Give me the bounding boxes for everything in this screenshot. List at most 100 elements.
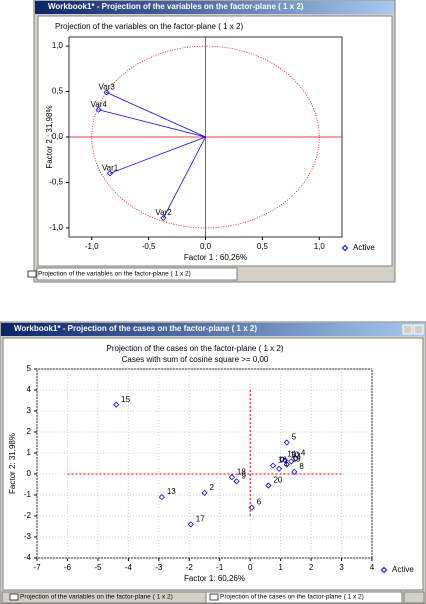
point <box>276 465 283 472</box>
y-tick-label: -4 <box>24 553 32 562</box>
x-tick-label: 1,0 <box>314 242 326 251</box>
x-tick-label: -5 <box>94 563 102 572</box>
point-label: 9 <box>241 471 246 480</box>
x-tick-label: 4 <box>370 563 375 572</box>
tab[interactable] <box>36 267 238 281</box>
point <box>113 401 120 408</box>
y-tick-label: 4 <box>27 385 32 394</box>
point <box>106 170 114 177</box>
x-axis-title: Factor 1: 60,26% <box>184 574 245 583</box>
point-label: 1 <box>284 459 289 468</box>
point <box>279 456 286 463</box>
tab-icon <box>209 593 219 601</box>
window-title: Workbook1* - Projection of the variables… <box>48 2 304 11</box>
point <box>201 489 208 496</box>
y-axis-title: Factor 2 : 31,98% <box>45 105 54 168</box>
title-bar <box>1 323 425 336</box>
x-tick-label: -6 <box>64 563 72 572</box>
tab[interactable] <box>205 591 403 604</box>
y-tick-label: 2 <box>27 427 32 436</box>
y-tick-label: 1,0 <box>52 41 64 50</box>
vector <box>109 136 206 174</box>
point-label: Var4 <box>91 100 108 109</box>
scroll-arrows[interactable] <box>403 591 425 604</box>
point-label: 19 <box>292 455 301 464</box>
title-bar <box>35 1 394 14</box>
x-tick-label: -0,5 <box>142 242 156 251</box>
vector <box>163 136 206 219</box>
point <box>269 462 277 469</box>
tab-icon <box>27 270 37 278</box>
point-label: 8 <box>299 462 304 471</box>
point <box>160 214 167 221</box>
point-label: 13 <box>167 487 176 496</box>
window-title: Workbook1* - Projection of the cases on … <box>14 324 257 333</box>
point <box>282 457 289 464</box>
point <box>283 439 290 446</box>
x-axis-title: Factor 1 : 60,26% <box>184 253 247 262</box>
x-tick-label: 0,5 <box>257 242 269 251</box>
plot-frame <box>36 368 373 559</box>
chart-title: Projection of the variables on the facto… <box>55 22 243 31</box>
point <box>228 474 235 481</box>
point-label: 14 <box>287 449 296 458</box>
point <box>158 494 165 501</box>
point <box>248 504 255 511</box>
point-label: 15 <box>121 395 130 404</box>
point <box>95 106 102 113</box>
y-tick-label: 1 <box>27 448 32 457</box>
chart-subtitle: Cases with sum of cosine square >= 0,00 <box>122 355 269 364</box>
y-tick-label: -0,5 <box>49 178 63 187</box>
point <box>265 482 272 489</box>
minimize-button[interactable] <box>402 324 413 335</box>
tab-icon <box>9 593 19 601</box>
point-label: 18 <box>237 467 246 476</box>
legend-label: Active <box>392 565 414 574</box>
legend-marker <box>341 244 349 252</box>
y-tick-label: 0 <box>27 469 32 478</box>
point-label: 6 <box>257 498 262 507</box>
y-tick-label: -2 <box>24 511 32 520</box>
y-axis-title: Factor 2: 31,98% <box>8 433 17 494</box>
point <box>288 458 295 465</box>
point-label: Var2 <box>155 208 172 217</box>
point-label: 5 <box>292 433 297 442</box>
y-tick-label: -3 <box>24 532 32 541</box>
chart-panel <box>2 337 424 591</box>
x-tick-label: -4 <box>125 563 133 572</box>
chart-panel <box>37 15 393 267</box>
vector <box>98 109 206 138</box>
point <box>103 89 110 96</box>
point-label: 16 <box>278 456 287 465</box>
x-tick-label: -1,0 <box>85 242 99 251</box>
x-tick-label: -1 <box>216 563 224 572</box>
y-tick-label: 0,0 <box>52 132 64 141</box>
point-label: 4 <box>301 448 306 457</box>
point-label: 10 <box>290 450 299 459</box>
legend-marker <box>380 566 388 574</box>
x-tick-label: -3 <box>155 563 163 572</box>
tab-label: Projection of the variables on the facto… <box>38 271 191 278</box>
point <box>292 455 299 462</box>
point <box>283 461 290 468</box>
point <box>187 521 194 528</box>
x-tick-label: 0,0 <box>200 242 212 251</box>
point-label: Var3 <box>99 83 116 92</box>
y-tick-label: 0,5 <box>52 87 64 96</box>
point-label: 2 <box>210 483 215 492</box>
y-tick-label: 3 <box>27 406 32 415</box>
tab-label: Projection of the variables on the facto… <box>20 594 173 601</box>
maximize-button[interactable] <box>413 324 424 335</box>
point-label: 20 <box>273 476 282 485</box>
y-tick-label: -1,0 <box>49 223 63 232</box>
point-label: Var1 <box>102 163 119 172</box>
point <box>291 468 298 475</box>
chart-title: Projection of the cases on the factor-pl… <box>107 344 284 353</box>
point <box>233 478 240 485</box>
point-label: 17 <box>196 515 205 524</box>
tab-label: Projection of the cases on the factor-pl… <box>220 594 364 601</box>
x-tick-label: 1 <box>278 563 283 572</box>
x-tick-label: 3 <box>339 563 344 572</box>
